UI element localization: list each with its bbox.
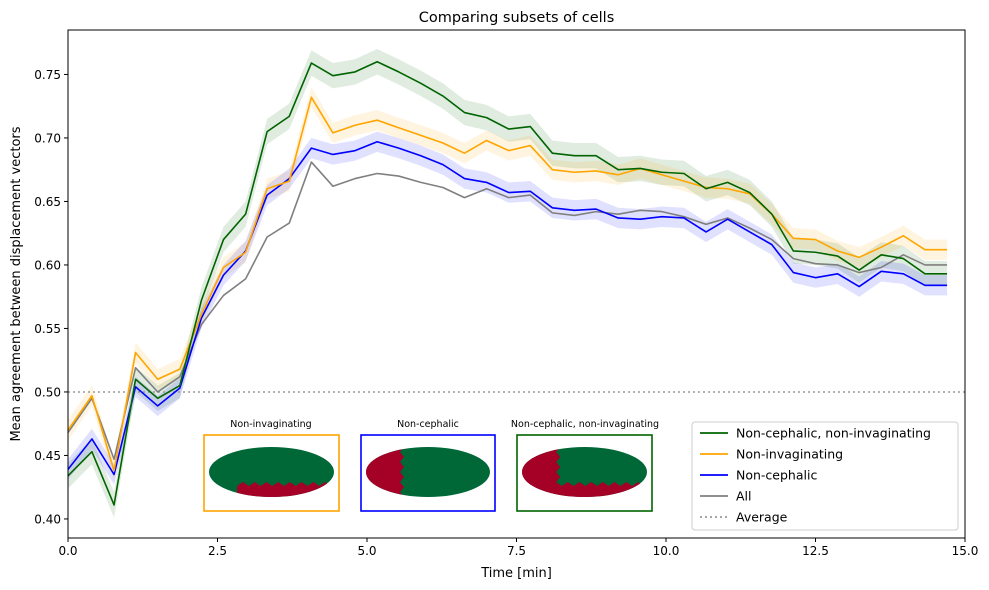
embryo-red-cephalic — [366, 447, 404, 497]
x-tick-label: 2.5 — [208, 544, 227, 558]
x-tick-label: 15.0 — [952, 544, 979, 558]
legend-label: Average — [736, 510, 788, 525]
y-tick-label: 0.60 — [34, 258, 61, 272]
y-axis-label: Mean agreement between displacement vect… — [9, 126, 24, 441]
legend-label: Non-cephalic, non-invaginating — [736, 426, 931, 441]
series-line-1 — [67, 96, 948, 472]
legend-label: Non-cephalic — [736, 468, 817, 483]
x-tick-label: 12.5 — [802, 544, 829, 558]
y-tick-label: 0.45 — [34, 449, 61, 463]
y-axis-ticks: 0.40 0.45 0.50 0.55 0.60 0.65 0.70 0.75 — [34, 68, 68, 526]
y-tick-label: 0.70 — [34, 131, 61, 145]
y-tick-label: 0.55 — [34, 322, 61, 336]
series-lines — [67, 60, 948, 506]
y-tick-label: 0.65 — [34, 195, 61, 209]
x-tick-label: 0.0 — [58, 544, 77, 558]
y-tick-label: 0.40 — [34, 512, 61, 526]
series-line-3 — [67, 161, 948, 461]
x-tick-label: 10.0 — [653, 544, 680, 558]
y-tick-label: 0.75 — [34, 68, 61, 82]
x-tick-label: 5.0 — [357, 544, 376, 558]
series-line-2 — [67, 140, 948, 476]
chart-title: Comparing subsets of cells — [419, 10, 615, 26]
x-axis-label: Time [min] — [480, 566, 552, 581]
embryo-red-cephalic — [522, 447, 561, 497]
confidence-band-1 — [68, 87, 948, 481]
inset-1: Non-cephalic — [360, 419, 496, 512]
x-axis-ticks: 0.0 2.5 5.0 7.5 10.0 12.5 15.0 — [58, 538, 978, 558]
inset-label: Non-cephalic, non-invaginating — [511, 419, 659, 430]
series-line-0 — [67, 60, 948, 506]
y-tick-label: 0.50 — [34, 385, 61, 399]
inset-label: Non-invaginating — [230, 419, 311, 430]
inset-2: Non-cephalic, non-invaginating — [511, 419, 659, 512]
legend: Non-cephalic, non-invaginating Non-invagi… — [691, 421, 959, 531]
inset-0: Non-invaginating — [203, 419, 340, 512]
x-tick-label: 7.5 — [507, 544, 526, 558]
legend-label: All — [736, 489, 752, 504]
legend-label: Non-invaginating — [736, 447, 843, 462]
legend-box — [691, 421, 959, 531]
inset-label: Non-cephalic — [397, 419, 459, 430]
embryo-insets: Non-invaginating Non-cephalic Non-cephalic… — [203, 419, 659, 512]
